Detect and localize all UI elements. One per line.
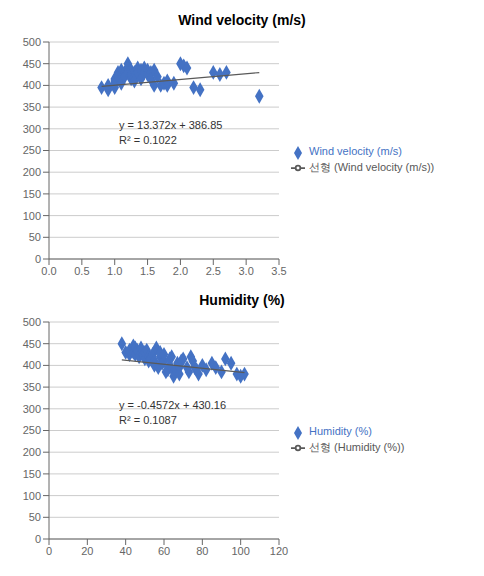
svg-text:0: 0 (35, 253, 41, 265)
svg-text:2.0: 2.0 (173, 265, 188, 277)
svg-text:0.5: 0.5 (74, 265, 89, 277)
html-text:Humidity (%): Humidity (%) (199, 292, 285, 308)
svg-text:100: 100 (23, 490, 41, 502)
html-text:Wind velocity (m/s): Wind velocity (m/s) (178, 12, 306, 28)
html-text:Humidity (%): Humidity (%) (309, 425, 372, 438)
svg-text:50: 50 (29, 511, 41, 523)
svg-text:400: 400 (23, 359, 41, 371)
svg-text:350: 350 (23, 101, 41, 113)
svg-text:60: 60 (158, 545, 170, 557)
html-text:선형 (Wind velocity (m/s)): 선형 (Wind velocity (m/s)) (309, 160, 435, 173)
svg-text:100: 100 (23, 210, 41, 222)
html-text:Wind velocity (m/s): Wind velocity (m/s) (309, 145, 402, 158)
svg-text:150: 150 (23, 188, 41, 200)
svg-text:250: 250 (23, 424, 41, 436)
svg-text:3.5: 3.5 (271, 265, 286, 277)
svg-text:500: 500 (23, 316, 41, 328)
svg-text:3.0: 3.0 (238, 265, 253, 277)
svg-text:200: 200 (23, 446, 41, 458)
svg-text:250: 250 (23, 144, 41, 156)
svg-text:450: 450 (23, 338, 41, 350)
html-text:R² = 0.1087: R² = 0.1087 (119, 413, 177, 426)
svg-text:2.5: 2.5 (206, 265, 221, 277)
svg-text:450: 450 (23, 58, 41, 70)
html-text:y = -0.4572x + 430.16: y = -0.4572x + 430.16 (119, 398, 226, 411)
svg-text:1.0: 1.0 (107, 265, 122, 277)
svg-text:150: 150 (23, 468, 41, 480)
svg-text:40: 40 (120, 545, 132, 557)
html-text:R² = 0.1022: R² = 0.1022 (119, 133, 177, 146)
svg-text:400: 400 (23, 79, 41, 91)
svg-text:1.5: 1.5 (140, 265, 155, 277)
svg-text:120: 120 (270, 545, 288, 557)
svg-text:350: 350 (23, 381, 41, 393)
svg-text:0.0: 0.0 (41, 265, 56, 277)
svg-text:0: 0 (46, 545, 52, 557)
svg-text:300: 300 (23, 123, 41, 135)
svg-text:80: 80 (196, 545, 208, 557)
svg-text:100: 100 (231, 545, 249, 557)
svg-text:300: 300 (23, 403, 41, 415)
svg-text:0: 0 (35, 533, 41, 545)
svg-text:500: 500 (23, 36, 41, 48)
html-text:y = 13.372x + 386.85: y = 13.372x + 386.85 (119, 118, 223, 131)
svg-text:200: 200 (23, 166, 41, 178)
svg-text:20: 20 (81, 545, 93, 557)
svg-text:50: 50 (29, 231, 41, 243)
html-text:선형 (Humidity (%)): 선형 (Humidity (%)) (309, 440, 405, 453)
